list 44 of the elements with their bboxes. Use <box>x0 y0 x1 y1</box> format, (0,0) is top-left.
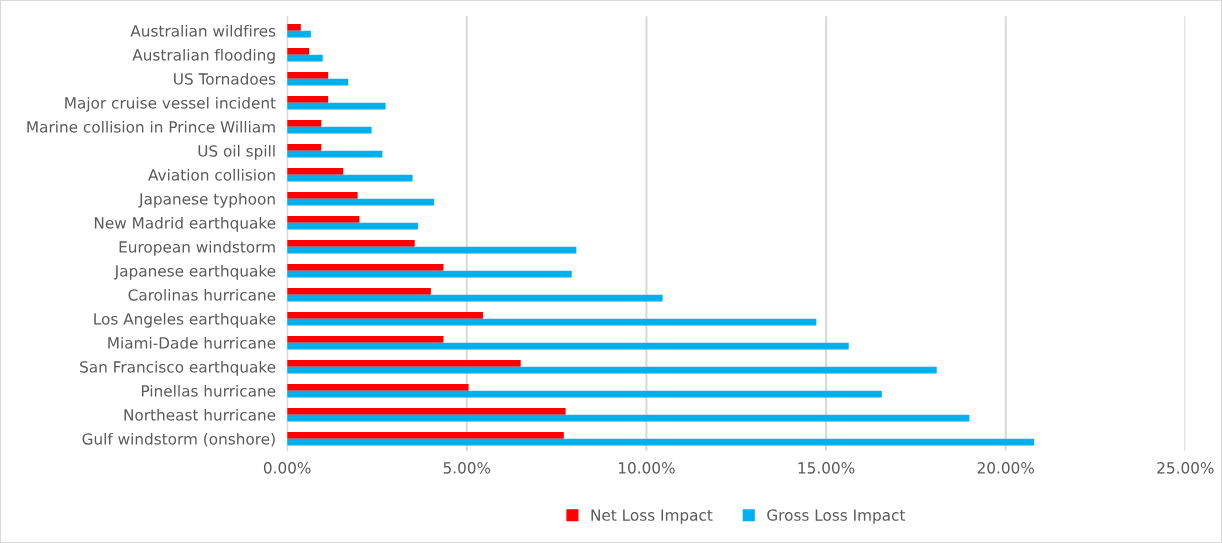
x-tick-label: 0.00% <box>263 462 311 474</box>
bar <box>287 119 322 127</box>
bar <box>287 167 344 175</box>
y-tick-label: Marine collision in Prince William <box>27 120 275 133</box>
y-tick-label: Los Angeles earthquake <box>94 312 276 328</box>
x-tick-label: 10.00% <box>618 462 675 474</box>
bar <box>287 311 483 319</box>
x-tick-label: 25.00% <box>1157 462 1214 474</box>
bar <box>287 287 431 295</box>
bar <box>287 431 564 439</box>
bar <box>287 191 358 199</box>
y-tick-label: Pinellas hurricane <box>141 384 276 397</box>
bar <box>287 335 444 343</box>
y-tick-label: European windstorm <box>119 240 275 256</box>
y-tick-label: San Francisco earthquake <box>80 360 276 376</box>
bar <box>287 143 322 151</box>
bar <box>287 263 444 271</box>
legend-label: Gross Loss Impact <box>767 509 906 524</box>
bar <box>287 23 301 31</box>
y-tick-label: Major cruise vessel incident <box>65 96 276 112</box>
y-tick-label: New Madrid earthquake <box>94 216 276 232</box>
y-tick-label: Miami-Dade hurricane <box>108 336 276 349</box>
y-tick-label: US oil spill <box>198 144 275 160</box>
bar <box>287 359 521 367</box>
bar <box>287 95 329 103</box>
bar <box>287 407 566 415</box>
y-tick-label: Northeast hurricane <box>124 408 276 421</box>
y-tick-label: Gulf windstorm (onshore) <box>82 432 275 447</box>
bar <box>287 47 310 55</box>
legend-label: Net Loss Impact <box>591 509 713 524</box>
y-tick-label: Australian flooding <box>132 48 275 64</box>
x-tick-label: 5.00% <box>443 462 491 474</box>
y-tick-label: US Tornadoes <box>174 72 276 85</box>
bar <box>287 239 415 247</box>
bar <box>287 215 360 223</box>
y-tick-label: Japanese earthquake <box>113 264 276 280</box>
y-tick-label: Carolinas hurricane <box>128 288 276 301</box>
x-tick-label: 15.00% <box>798 462 855 474</box>
y-tick-label: Aviation collision <box>148 168 275 181</box>
x-tick-label: 20.00% <box>977 462 1034 474</box>
y-tick-label: Japanese typhoon <box>138 192 275 208</box>
bar <box>287 383 469 391</box>
y-tick-label: Australian wildfires <box>130 24 276 37</box>
bar <box>287 71 329 79</box>
